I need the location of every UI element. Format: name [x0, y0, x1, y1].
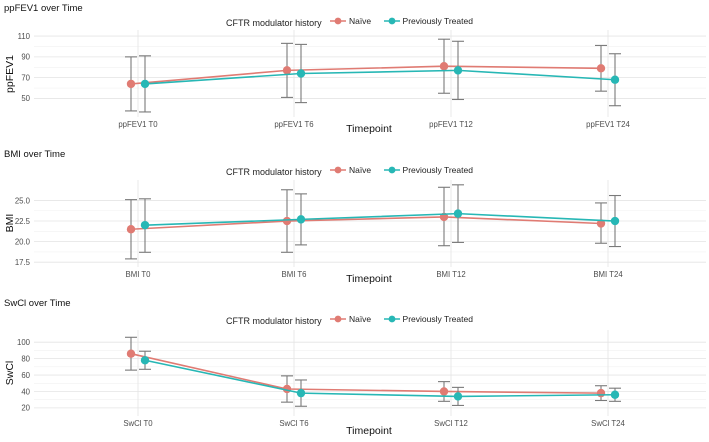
chart-plot-1: 17.5 20.0 22.5 25.0 BMI T0 BMI T6 BMI T12 BMI T…	[4, 180, 706, 285]
data-point	[453, 392, 463, 401]
data-point	[610, 216, 620, 226]
series-line	[144, 359, 616, 398]
data-point	[282, 66, 292, 75]
legend-label: Previously Treated	[402, 16, 473, 26]
legend-label: Previously Treated	[402, 314, 473, 324]
legend-item-naive: Naïve	[329, 314, 372, 324]
series-line	[144, 212, 616, 226]
x-tick-label: ppFEV1 T24	[586, 120, 630, 129]
x-tick-label: BMI T6	[282, 270, 307, 279]
data-point	[439, 387, 449, 396]
y-axis-title: SwCl	[4, 361, 16, 386]
x-tick-label: SwCl T24	[591, 419, 625, 428]
y-tick-label: 60	[21, 371, 30, 380]
x-tick-label: ppFEV1 T12	[429, 120, 473, 129]
y-tick-label: 17.5	[15, 258, 31, 267]
y-tick-label: 50	[21, 94, 30, 103]
legend-label: Naïve	[348, 165, 372, 175]
legend: CFTR modulator history Naïve Previously …	[0, 16, 709, 28]
data-point	[296, 388, 306, 398]
data-point	[282, 216, 292, 226]
data-point	[453, 209, 463, 218]
x-axis-title: Timepoint	[346, 425, 392, 437]
y-tick-label: 100	[17, 338, 31, 347]
x-tick-label: BMI T0	[126, 270, 152, 279]
data-point	[596, 219, 606, 228]
chart-title: BMI over Time	[4, 149, 66, 160]
x-tick-label: SwCl T0	[123, 419, 153, 428]
series-naive	[125, 336, 607, 403]
y-tick-label: 80	[21, 354, 30, 363]
data-point	[610, 390, 620, 399]
y-tick-label: 25.0	[15, 196, 31, 205]
legend-item-previously-treated: Previously Treated	[383, 314, 473, 324]
y-tick-label: 20	[21, 404, 30, 413]
y-tick-label: 20.0	[15, 237, 31, 246]
x-tick-label: SwCl T6	[279, 419, 308, 428]
legend: CFTR modulator history Naïve Previously …	[0, 314, 709, 326]
data-point	[140, 356, 150, 365]
x-tick-label: ppFEV1 T0	[118, 120, 158, 129]
series-line	[130, 352, 602, 394]
chart-title: ppFEV1 over Time	[4, 3, 83, 14]
x-axis-title: Timepoint	[346, 273, 392, 285]
y-tick-label: 40	[21, 387, 30, 396]
legend-title: CFTR modulator history	[226, 316, 322, 326]
series-line	[144, 69, 616, 85]
y-axis-title: ppFEV1	[4, 55, 16, 93]
x-axis-title: Timepoint	[346, 123, 392, 135]
data-point	[126, 79, 136, 89]
y-tick-label: 110	[18, 32, 31, 41]
y-axis-title: BMI	[4, 214, 16, 233]
legend-item-previously-treated: Previously Treated	[383, 16, 473, 26]
legend-label: Previously Treated	[402, 165, 473, 175]
data-point	[126, 349, 136, 358]
series-previously-treated	[139, 184, 621, 253]
data-point	[296, 69, 306, 78]
legend-item-previously-treated: Previously Treated	[383, 165, 473, 175]
chart-title: SwCl over Time	[4, 298, 71, 309]
series-previously-treated	[139, 40, 621, 113]
series-line	[130, 216, 602, 231]
data-point	[296, 215, 306, 224]
legend-label: Naïve	[348, 314, 372, 324]
x-tick-label: ppFEV1 T6	[274, 120, 313, 129]
legend-title: CFTR modulator history	[226, 18, 322, 28]
data-point	[140, 79, 150, 89]
chart-plot-0: 50 70 90 110 ppFEV1 T0 ppFEV1 T6 ppFEV1 T12 ppF…	[4, 30, 706, 135]
x-tick-label: BMI T12	[436, 270, 465, 279]
y-tick-label: 22.5	[15, 217, 31, 226]
legend-label: Naïve	[348, 16, 372, 26]
data-point	[126, 225, 136, 234]
x-tick-label: BMI T24	[593, 270, 623, 279]
y-tick-label: 70	[21, 73, 30, 82]
y-tick-label: 90	[21, 53, 30, 62]
legend-item-naive: Naïve	[329, 165, 372, 175]
legend-item-naive: Naïve	[329, 16, 372, 26]
series-naive	[125, 38, 607, 112]
legend-title: CFTR modulator history	[226, 167, 322, 177]
chart-plot-2: 20 40 60 80 100 SwCl T0 SwCl T6 SwCl T12 SwCl T2…	[4, 330, 706, 437]
data-point	[140, 220, 150, 230]
data-point	[453, 66, 463, 75]
data-point	[439, 62, 449, 71]
data-point	[596, 64, 606, 73]
series-previously-treated	[139, 350, 621, 407]
legend: CFTR modulator history Naïve Previously …	[0, 165, 709, 177]
data-point	[596, 388, 606, 398]
x-tick-label: SwCl T12	[434, 419, 468, 428]
series-line	[130, 65, 602, 85]
data-point	[610, 75, 620, 84]
